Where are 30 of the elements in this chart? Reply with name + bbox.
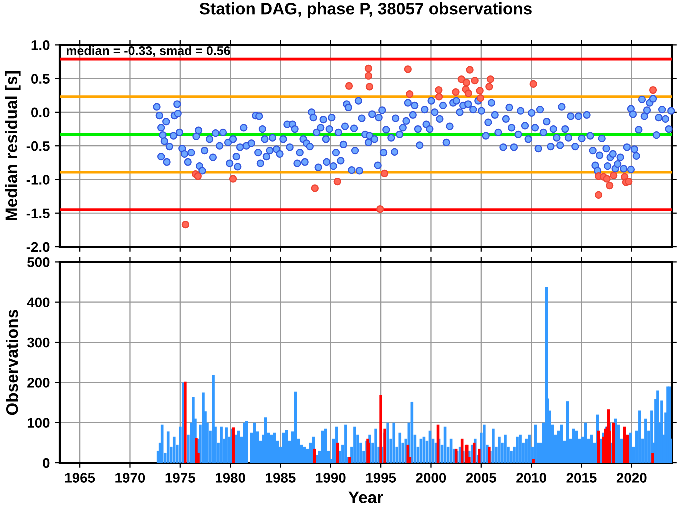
x-tick-label: 1980 (216, 473, 246, 483)
x-tick-label: 1965 (65, 473, 96, 483)
y-tick-label: 500 (28, 258, 50, 268)
annotation: median = -0.33, smad = 0.56 (66, 46, 230, 58)
x-tick-label: 1985 (266, 473, 296, 483)
y-axis-title: Observations (6, 310, 18, 416)
y-tick-label: 200 (28, 378, 50, 388)
x-tick-label: 1990 (316, 473, 346, 483)
y-tick-label: 0 (43, 458, 50, 468)
y-tick-label: 1.0 (32, 40, 50, 50)
y-tick-label: 100 (28, 418, 50, 428)
y-tick-label: 400 (27, 298, 50, 308)
y-tick-label: -1.0 (26, 175, 50, 185)
x-tick-label: 2020 (616, 473, 647, 483)
x-tick-label: 2005 (466, 473, 496, 483)
x-tick-label: 2015 (566, 473, 597, 483)
y-tick-label: -2.0 (26, 242, 50, 252)
x-tick-label: 1975 (166, 473, 196, 483)
x-tick-label: 1995 (366, 473, 396, 483)
x-axis-title: Year (348, 492, 384, 504)
y-axis-title: Median residual [s] (5, 72, 21, 220)
y-tick-label: -1.5 (26, 208, 50, 219)
y-tick-label: 300 (27, 338, 50, 348)
y-tick-label: -0.5 (26, 141, 50, 152)
x-tick-label: 2000 (416, 473, 446, 483)
chart-title: Station DAG, phase P, 38057 observations (200, 2, 532, 18)
x-tick-label: 1970 (116, 473, 146, 483)
y-tick-label: 0.5 (32, 74, 50, 84)
y-tick-label: 0.0 (32, 108, 50, 118)
x-tick-label: 2010 (516, 473, 546, 483)
